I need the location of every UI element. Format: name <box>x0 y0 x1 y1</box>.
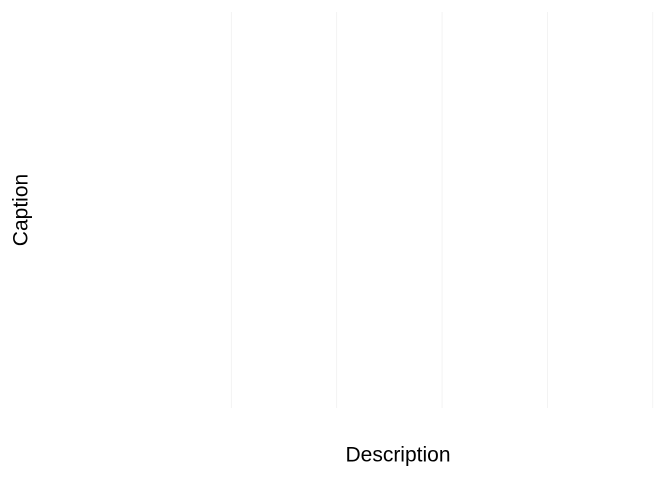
x-axis-title: Description <box>345 444 450 467</box>
y-axis-title: Caption <box>10 174 33 246</box>
grid <box>230 12 654 408</box>
